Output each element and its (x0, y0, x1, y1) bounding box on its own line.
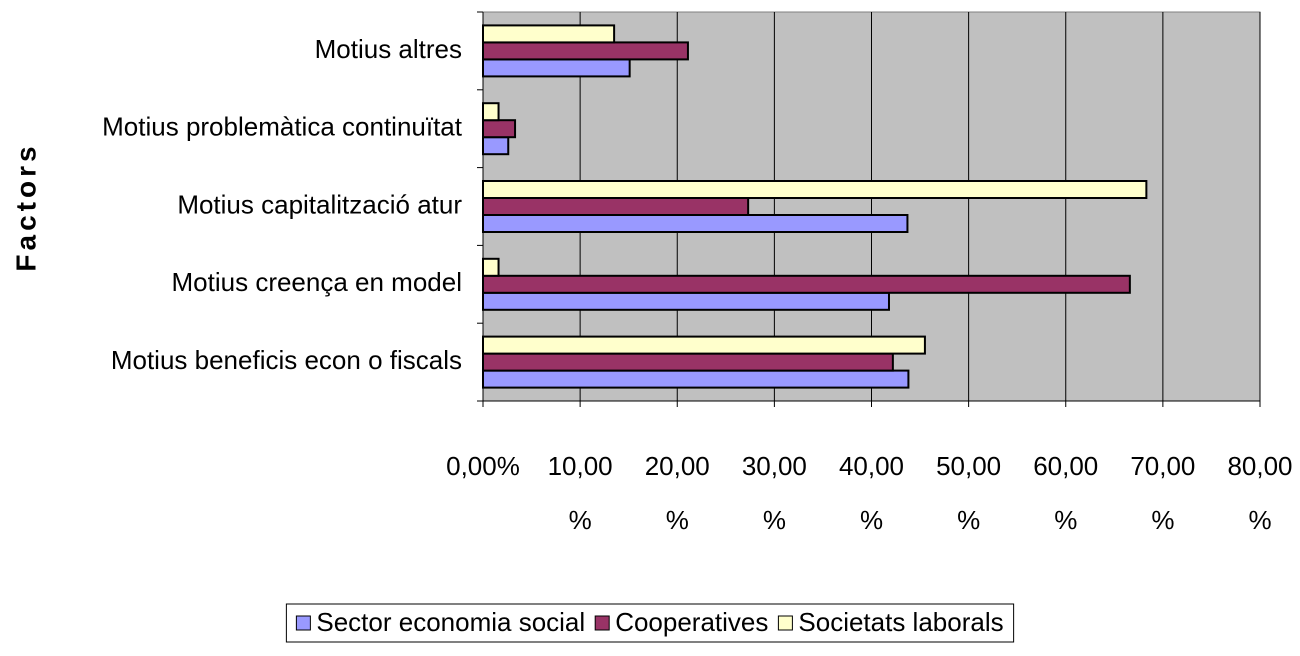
bar (482, 41, 689, 61)
bar (482, 180, 1148, 199)
legend-label: Societats laborals (798, 607, 1003, 637)
legend-swatch (594, 615, 610, 631)
x-tick-label: 40,00% (839, 451, 904, 535)
x-tick-label: 70,00% (1130, 451, 1195, 535)
y-tick-label: Motius altres (315, 34, 462, 64)
y-axis-title: Factors (10, 142, 41, 271)
bar (482, 352, 894, 372)
legend-swatch (777, 615, 793, 631)
legend: Sector economia social Cooperatives Societ… (285, 603, 1015, 643)
bar (482, 335, 926, 355)
bar (482, 102, 500, 122)
x-tick-label: 10,00% (548, 451, 613, 535)
y-tick-label: Motius capitalització atur (177, 189, 462, 219)
x-tick-label: 60,00% (1033, 451, 1098, 535)
bar (482, 119, 517, 139)
legend-box (285, 603, 1015, 643)
y-tick-label: Motius problemàtica continuïtat (102, 112, 463, 142)
bar (482, 369, 910, 389)
bar (482, 24, 616, 44)
bar (482, 136, 510, 156)
legend-swatch (295, 615, 311, 631)
bar (482, 197, 750, 216)
bar (482, 274, 1131, 294)
bar (482, 58, 631, 78)
y-tick-label: Motius beneficis econ o fiscals (111, 345, 462, 375)
bar (482, 214, 909, 233)
x-tick-label: 50,00% (936, 451, 1001, 535)
x-tick-label: 80,00% (1227, 451, 1292, 535)
bar (482, 291, 890, 311)
bar (482, 257, 500, 277)
y-tick-label: Motius creença en model (172, 267, 462, 297)
legend-label: Cooperatives (615, 607, 768, 637)
legend-label: Sector economia social (316, 607, 585, 637)
x-tick-label: 20,00% (645, 451, 710, 535)
x-tick-label: 0,00% (446, 451, 520, 481)
x-tick-label: 30,00% (742, 451, 807, 535)
